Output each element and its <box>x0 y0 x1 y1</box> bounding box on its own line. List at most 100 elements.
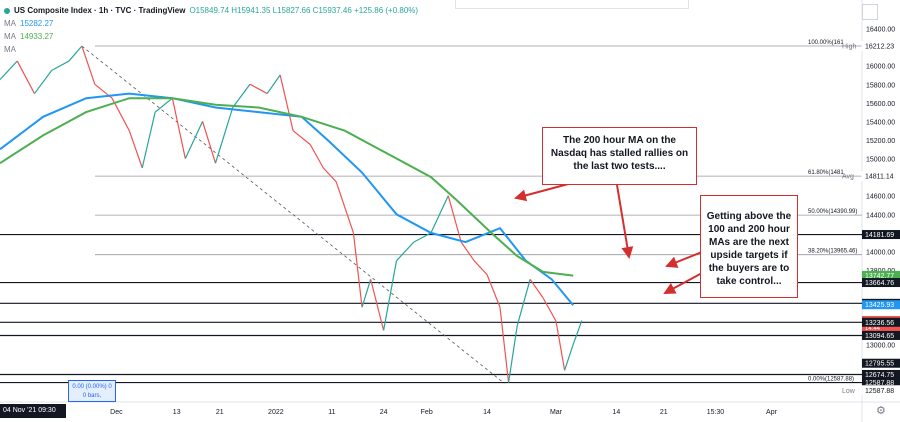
symbol-title: US Composite Index · 1h · TVC · TradingV… <box>14 6 186 15</box>
price-tag-bg-0 <box>861 41 900 52</box>
price-tag-bg-10 <box>862 358 900 368</box>
settings-gear-icon[interactable]: ⚙ <box>876 405 886 417</box>
price-segment-40 <box>564 344 574 371</box>
x-tick-label-3: 2022 <box>268 409 284 416</box>
price-segment-31 <box>460 241 475 262</box>
price-tag-bg-8 <box>862 317 900 327</box>
price-tag-bg-12 <box>862 378 900 388</box>
price-segment-41 <box>572 320 583 345</box>
callout-ma200-stall: The 200 hour MA on the Nasdaq has stalle… <box>542 127 697 185</box>
status-dot-icon <box>4 7 10 14</box>
price-tag-side-1: Avg <box>842 174 854 181</box>
price-tag-bg-11 <box>862 369 900 379</box>
ohlc-values: O15849.74 H15941.35 L15827.66 C15937.46 … <box>189 6 419 15</box>
price-segment-39 <box>555 320 566 371</box>
y-tick-label-0: 16400.00 <box>866 27 895 34</box>
descending-trendline <box>81 45 505 384</box>
price-segment-0 <box>0 60 18 81</box>
fib-level-label-1: 61.80%(1481 <box>808 170 844 176</box>
fib-level-label-2: 50.00%(14390.99) <box>808 209 857 215</box>
x-tick-label-12: Apr <box>766 409 778 416</box>
chart-legend: US Composite Index · 1h · TVC · TradingV… <box>4 4 418 56</box>
price-segment-18 <box>279 74 294 131</box>
price-tag-bg-1 <box>861 171 900 182</box>
price-segment-8 <box>128 130 143 169</box>
y-tick-label-6: 15200.00 <box>866 138 895 145</box>
ma1-label: MA <box>4 19 16 28</box>
arrow-to-first-test <box>514 182 573 202</box>
legend-ma2-row[interactable]: MA 14933.27 <box>4 30 418 43</box>
ma2-label: MA <box>4 32 16 41</box>
price-segment-21 <box>322 167 337 183</box>
price-segment-34 <box>499 307 510 383</box>
y-tick-label-5: 15400.00 <box>866 119 895 126</box>
legend-symbol-row[interactable]: US Composite Index · 1h · TVC · TradingV… <box>4 4 418 17</box>
price-segment-32 <box>473 260 488 276</box>
auto-scale-button[interactable] <box>862 4 878 20</box>
price-segment-29 <box>430 195 449 234</box>
y-tick-label-10: 14400.00 <box>866 212 895 219</box>
legend-ma1-row[interactable]: MA 15282.27 <box>4 17 418 30</box>
price-segment-1 <box>16 60 36 94</box>
fib-level-label-3: 38.20%(13965.46) <box>808 249 857 255</box>
price-tag-bg-4 <box>862 278 900 288</box>
price-segment-35 <box>507 325 518 383</box>
price-segment-38 <box>542 297 557 322</box>
y-tick-label-2: 16000.00 <box>866 64 895 71</box>
fib-level-label-0: 100.00%(161 <box>808 40 844 46</box>
price-segment-19 <box>292 130 311 146</box>
price-tag-text-10: 12795.55 <box>865 361 894 368</box>
price-tag-bg-9 <box>862 330 900 340</box>
x-tick-label-9: 14 <box>612 409 620 416</box>
price-tag-text-8: 13236.56 <box>865 320 894 327</box>
price-segment-14 <box>214 107 234 164</box>
x-tick-label-0: Dec <box>110 409 123 416</box>
legend-ma3-row[interactable]: MA <box>4 43 418 56</box>
price-segment-27 <box>396 241 415 262</box>
y-tick-label-12: 14000.00 <box>866 249 895 256</box>
price-tag-text-0: 16212.23 <box>865 44 894 51</box>
y-tick-label-9: 14600.00 <box>866 194 895 201</box>
x-tick-label-1: 13 <box>173 409 181 416</box>
callout-upside-targets: Getting above the 100 and 200 hour MAs a… <box>700 195 798 298</box>
y-tick-label-7: 15000.00 <box>866 157 895 164</box>
price-segment-5 <box>81 45 96 85</box>
ma-series-1 <box>0 97 574 277</box>
price-segment-37 <box>529 278 544 299</box>
price-segment-16 <box>249 83 268 95</box>
arrow-to-ma100 <box>663 272 703 294</box>
fib-level-label-4: 0.00%(12587.88) <box>808 377 854 383</box>
x-tick-label-6: Feb <box>421 409 433 416</box>
price-segment-24 <box>361 279 372 308</box>
x-tick-label-8: Mar <box>550 409 563 416</box>
price-tag-text-12: 12587.88 <box>865 380 894 387</box>
price-segment-25 <box>370 279 385 331</box>
price-segment-10 <box>154 97 173 113</box>
price-segment-28 <box>413 232 432 243</box>
price-tag-bg-3 <box>862 270 900 280</box>
price-tag-bg-13 <box>861 385 900 396</box>
top-toolbar-strip <box>455 0 689 9</box>
arrow-to-second-test <box>616 184 634 259</box>
price-tag-text-3: 13742.77 <box>865 273 894 280</box>
measure-box: 0.00 (0.00%) 0 0 bars, <box>68 380 116 402</box>
y-tick-label-4: 15600.00 <box>866 101 895 108</box>
price-tag-bg-6 <box>862 300 900 310</box>
ma2-value: 14933.27 <box>20 32 54 41</box>
price-segment-3 <box>51 60 70 71</box>
price-segment-26 <box>383 260 398 331</box>
arrow-to-ma200 <box>665 251 703 268</box>
price-tag-text-9: 13094.65 <box>865 333 894 340</box>
x-tick-label-11: 15:30 <box>707 409 725 416</box>
price-segment-12 <box>184 121 204 159</box>
x-tick-label-4: 11 <box>328 409 335 416</box>
ma-series-0 <box>0 92 574 306</box>
measure-line1: 0.00 (0.00%) 0 <box>72 384 112 390</box>
price-tag-text-4: 13664.76 <box>865 280 894 287</box>
price-tag-bg-2 <box>862 230 900 240</box>
x-cursor-label: 04 Nov '21 09:30 <box>0 404 66 418</box>
price-axis-panel <box>862 0 900 422</box>
price-segment-22 <box>335 181 354 234</box>
price-tag-text-13: 12587.88 <box>865 388 894 395</box>
ma3-label: MA <box>4 45 16 54</box>
